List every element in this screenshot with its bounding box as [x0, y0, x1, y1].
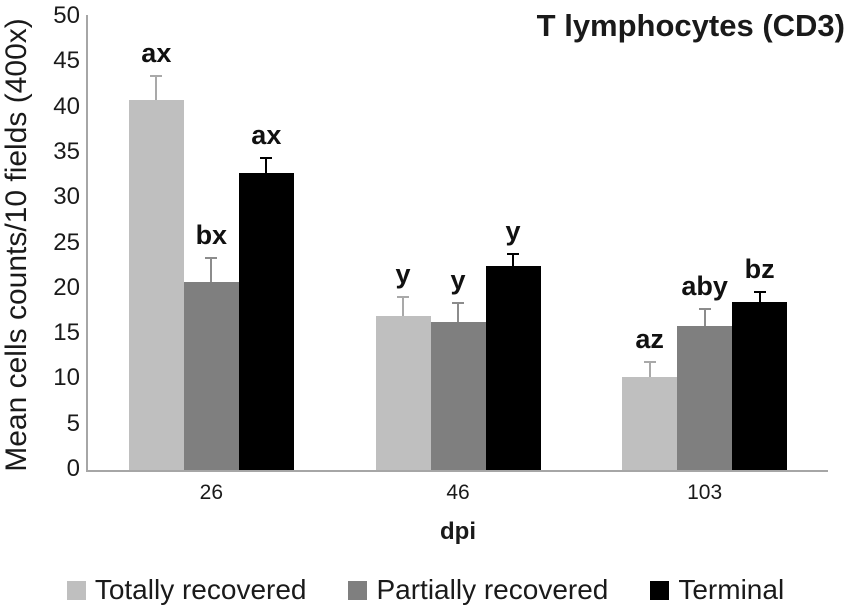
error-bar-cap-terminal-46dpi [507, 253, 519, 256]
y-axis-tick-label: 45 [53, 47, 80, 75]
significance-label-partially-recovered-46dpi: y [450, 265, 466, 296]
legend-label-partially-recovered: Partially recovered [376, 574, 609, 605]
significance-label-partially-recovered-103dpi: aby [681, 270, 728, 301]
bar-partially-recovered-46dpi [430, 322, 486, 470]
x-axis-tick-label: 46 [446, 481, 470, 504]
error-bar-terminal-26dpi [265, 157, 268, 173]
error-bar-partially-recovered-103dpi [703, 307, 706, 326]
significance-label-totally-recovered-26dpi: ax [141, 37, 172, 68]
x-axis-line [86, 470, 828, 472]
y-axis-tick-label: 30 [53, 183, 80, 211]
error-bar-cap-terminal-103dpi [753, 290, 766, 293]
legend-swatch-partially-recovered-icon [348, 580, 368, 600]
legend-swatch-terminal-icon [650, 580, 670, 600]
bar-totally-recovered-46dpi [375, 315, 431, 470]
significance-label-terminal-46dpi: y [505, 216, 521, 247]
legend-item-totally-recovered: Totally recovered [66, 574, 307, 606]
error-bar-totally-recovered-26dpi [155, 74, 158, 101]
error-bar-partially-recovered-26dpi [210, 257, 213, 282]
legend-label-terminal: Terminal [678, 574, 785, 605]
error-bar-cap-partially-recovered-103dpi [698, 307, 711, 310]
error-bar-terminal-46dpi [512, 253, 514, 267]
error-bar-partially-recovered-46dpi [457, 302, 459, 323]
y-axis-tick-label: 20 [53, 273, 80, 301]
error-bar-cap-totally-recovered-26dpi [150, 74, 163, 77]
error-bar-cap-partially-recovered-26dpi [205, 257, 218, 260]
y-axis-tick-label: 25 [53, 228, 80, 256]
error-bar-terminal-103dpi [758, 290, 761, 303]
y-axis-tick-label: 15 [53, 318, 80, 346]
significance-label-totally-recovered-46dpi: y [395, 259, 411, 290]
bar-terminal-26dpi [238, 172, 294, 470]
y-axis-tick-label: 10 [53, 364, 80, 392]
x-axis-tick-label: 103 [687, 481, 723, 504]
error-bar-totally-recovered-46dpi [402, 296, 404, 316]
bar-partially-recovered-103dpi [677, 325, 733, 470]
x-axis-tick-label: 26 [199, 481, 223, 504]
y-axis-tick-label: 0 [66, 454, 80, 482]
y-axis-tick-label: 40 [53, 92, 80, 120]
bar-totally-recovered-26dpi [128, 100, 184, 470]
error-bar-totally-recovered-103dpi [648, 361, 651, 377]
error-bar-cap-totally-recovered-103dpi [643, 361, 656, 364]
significance-label-terminal-26dpi: ax [251, 120, 282, 151]
y-axis-tick-label: 50 [53, 1, 80, 29]
y-axis-line [86, 15, 88, 472]
error-bar-cap-terminal-26dpi [260, 157, 273, 160]
bar-terminal-103dpi [732, 302, 788, 470]
y-axis-tick-label: 35 [53, 137, 80, 165]
legend-label-totally-recovered: Totally recovered [94, 574, 307, 605]
bar-totally-recovered-103dpi [622, 376, 678, 470]
y-axis-tick-label: 5 [66, 409, 80, 437]
chart-title: T lymphocytes (CD3) [536, 8, 845, 43]
legend-item-terminal: Terminal [650, 574, 784, 606]
bar-partially-recovered-26dpi [183, 281, 239, 470]
significance-label-terminal-103dpi: bz [744, 253, 775, 284]
error-bar-cap-totally-recovered-46dpi [397, 296, 409, 299]
legend-item-partially-recovered: Partially recovered [348, 574, 608, 606]
significance-label-totally-recovered-103dpi: az [635, 324, 664, 355]
significance-label-partially-recovered-26dpi: bx [195, 220, 228, 251]
x-axis-title: dpi [440, 518, 476, 545]
error-bar-cap-partially-recovered-46dpi [452, 302, 464, 305]
legend: Totally recovered Partially recovered Te… [0, 570, 851, 610]
legend-swatch-totally-recovered-icon [66, 580, 86, 600]
bar-terminal-46dpi [485, 266, 541, 470]
